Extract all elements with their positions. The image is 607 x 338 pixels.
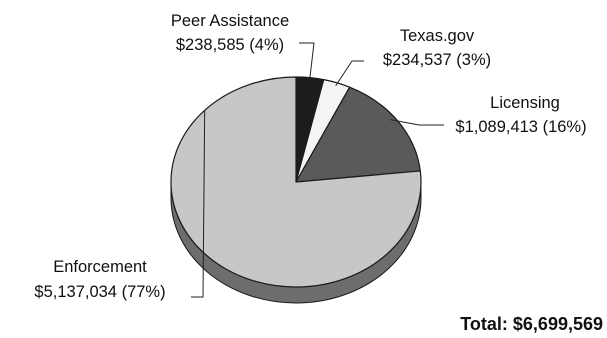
slice-label-texas-gov: Texas.gov	[400, 27, 475, 45]
slice-value-licensing: $1,089,413 (16%)	[455, 118, 586, 136]
leader-line-licensing	[390, 119, 444, 126]
pie-slice-enforcement	[170, 76, 422, 288]
chart-total: Total: $6,699,569	[460, 314, 603, 334]
pie-slices-layer	[170, 76, 422, 288]
slice-label-enforcement: Enforcement	[53, 258, 147, 276]
leader-line-enforcement	[191, 110, 206, 298]
slice-label-peer-assistance: Peer Assistance	[171, 12, 289, 30]
slice-value-enforcement: $5,137,034 (77%)	[34, 283, 165, 301]
leader-line-peer-assistance	[299, 42, 315, 81]
leader-lines-layer	[191, 42, 444, 298]
leader-line-texas-gov	[335, 60, 364, 87]
slice-value-texas-gov: $234,537 (3%)	[383, 51, 491, 69]
slice-value-peer-assistance: $238,585 (4%)	[176, 36, 284, 54]
slice-label-licensing: Licensing	[490, 94, 560, 112]
